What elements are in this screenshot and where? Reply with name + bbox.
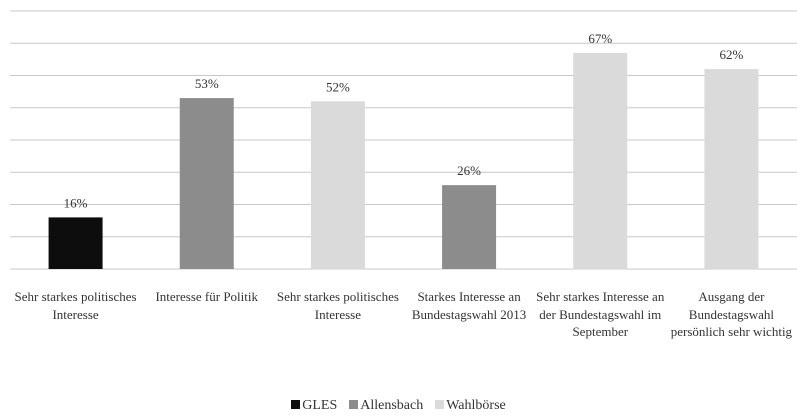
data-label: 67% — [588, 31, 612, 46]
bar — [179, 98, 234, 269]
legend-item: Wahlbörse — [435, 398, 506, 414]
bar — [704, 69, 759, 269]
data-label: 26% — [457, 163, 481, 178]
legend-swatch — [435, 400, 445, 409]
data-label: 52% — [326, 79, 350, 94]
legend-label: Allensbach — [360, 398, 424, 413]
legend: GLES Allensbach Wahlbörse — [0, 398, 797, 414]
x-tick-label: Interesse für Politik — [155, 289, 259, 304]
legend-label: GLES — [302, 398, 338, 413]
bar — [442, 185, 497, 269]
bar — [48, 217, 103, 269]
legend-swatch — [291, 400, 301, 409]
bar — [573, 52, 628, 269]
legend-item: GLES — [291, 398, 337, 414]
legend-label: Wahlbörse — [446, 398, 506, 413]
x-tick-label: Sehr starkes politisches Interesse — [14, 289, 137, 322]
data-label: 62% — [719, 47, 743, 62]
legend-swatch — [349, 400, 359, 409]
data-label: 53% — [195, 76, 219, 91]
x-tick-label: Starkes Interesse an Bundestagswahl 2013 — [411, 289, 527, 322]
x-tick-label: Sehr starkes Interesse an der Bundestags… — [536, 289, 665, 339]
legend-item: Allensbach — [349, 398, 423, 414]
x-tick-label: Sehr starkes politisches Interesse — [276, 289, 399, 322]
x-tick-label: Ausgang der Bundestagswahl persönlich se… — [670, 289, 793, 339]
bar — [310, 101, 365, 269]
data-label: 16% — [64, 195, 88, 210]
